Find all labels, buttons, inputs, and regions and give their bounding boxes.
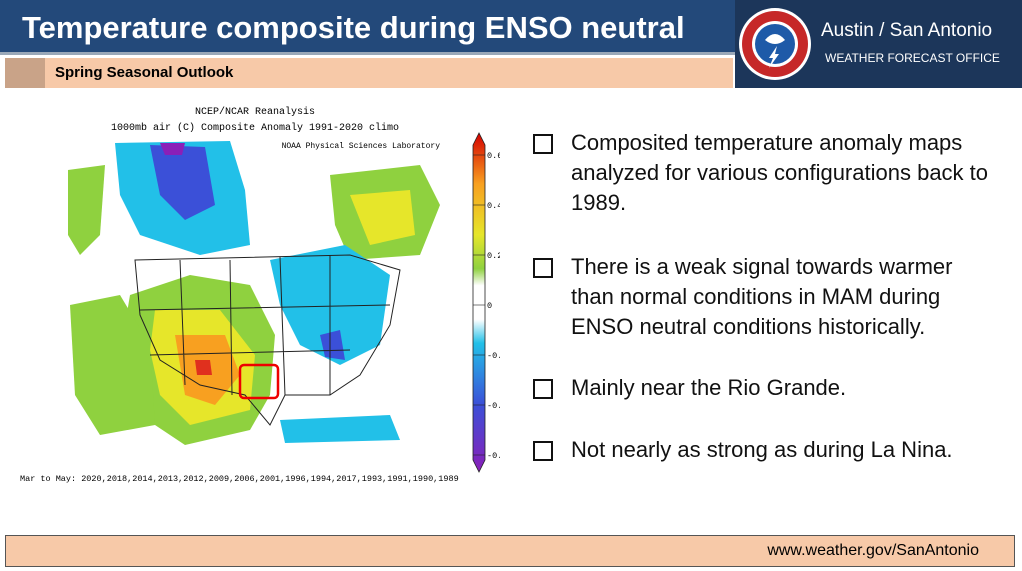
bullet-text: Not nearly as strong as during La Nina. bbox=[571, 437, 953, 462]
footer-url: www.weather.gov/SanAntonio bbox=[767, 542, 979, 559]
anomaly-map: NCEP/NCAR Reanalysis 1000mb air (C) Comp… bbox=[20, 106, 500, 484]
slide-subtitle: Spring Seasonal Outlook bbox=[5, 58, 733, 88]
office-logo: Austin / San Antonio WEATHER FORECAST OF… bbox=[735, 0, 1022, 88]
map-title: NCEP/NCAR Reanalysis bbox=[195, 106, 315, 118]
bullet-box bbox=[533, 134, 553, 154]
bullet: There is a weak signal towards warmer th… bbox=[533, 252, 993, 342]
colorbar-label: -0.2 bbox=[487, 351, 500, 361]
colorbar-labels: 0.6 0.4 0.2 0 -0.2 -0.4 -0.6 bbox=[473, 151, 500, 461]
subtitle-tab bbox=[5, 58, 45, 88]
map-subtitle: 1000mb air (C) Composite Anomaly 1991-20… bbox=[111, 122, 399, 134]
office-name: Austin / San Antonio bbox=[821, 20, 993, 41]
colorbar-label: 0.6 bbox=[487, 151, 500, 161]
bullet-box bbox=[533, 441, 553, 461]
region-highlight bbox=[238, 363, 280, 400]
colorbar-label: 0 bbox=[487, 301, 492, 311]
anomaly-shading bbox=[68, 141, 440, 445]
bullet-text: Composited temperature anomaly maps anal… bbox=[571, 130, 989, 215]
bullet: Not nearly as strong as during La Nina. bbox=[533, 435, 993, 465]
slide-title: Temperature composite during ENSO neutra… bbox=[0, 0, 735, 55]
state-outlines bbox=[134, 254, 401, 426]
nws-logo bbox=[739, 8, 811, 80]
footer-bar: www.weather.gov/SanAntonio bbox=[5, 535, 1015, 567]
map-years: Mar to May: 2020,2018,2014,2013,2012,200… bbox=[20, 474, 459, 484]
office-sub: WEATHER FORECAST OFFICE bbox=[825, 51, 1000, 65]
bullet: Mainly near the Rio Grande. bbox=[533, 373, 993, 403]
colorbar bbox=[472, 132, 486, 473]
bullet-box bbox=[533, 379, 553, 399]
colorbar-label: -0.6 bbox=[487, 451, 500, 461]
map-credit: NOAA Physical Sciences Laboratory bbox=[282, 142, 441, 151]
colorbar-label: 0.4 bbox=[487, 201, 500, 211]
bullet-text: Mainly near the Rio Grande. bbox=[571, 375, 847, 400]
bullet-box bbox=[533, 258, 553, 278]
colorbar-label: -0.4 bbox=[487, 401, 500, 411]
bullet-text: There is a weak signal towards warmer th… bbox=[571, 254, 953, 339]
colorbar-label: 0.2 bbox=[487, 251, 500, 261]
bullet: Composited temperature anomaly maps anal… bbox=[533, 128, 993, 218]
